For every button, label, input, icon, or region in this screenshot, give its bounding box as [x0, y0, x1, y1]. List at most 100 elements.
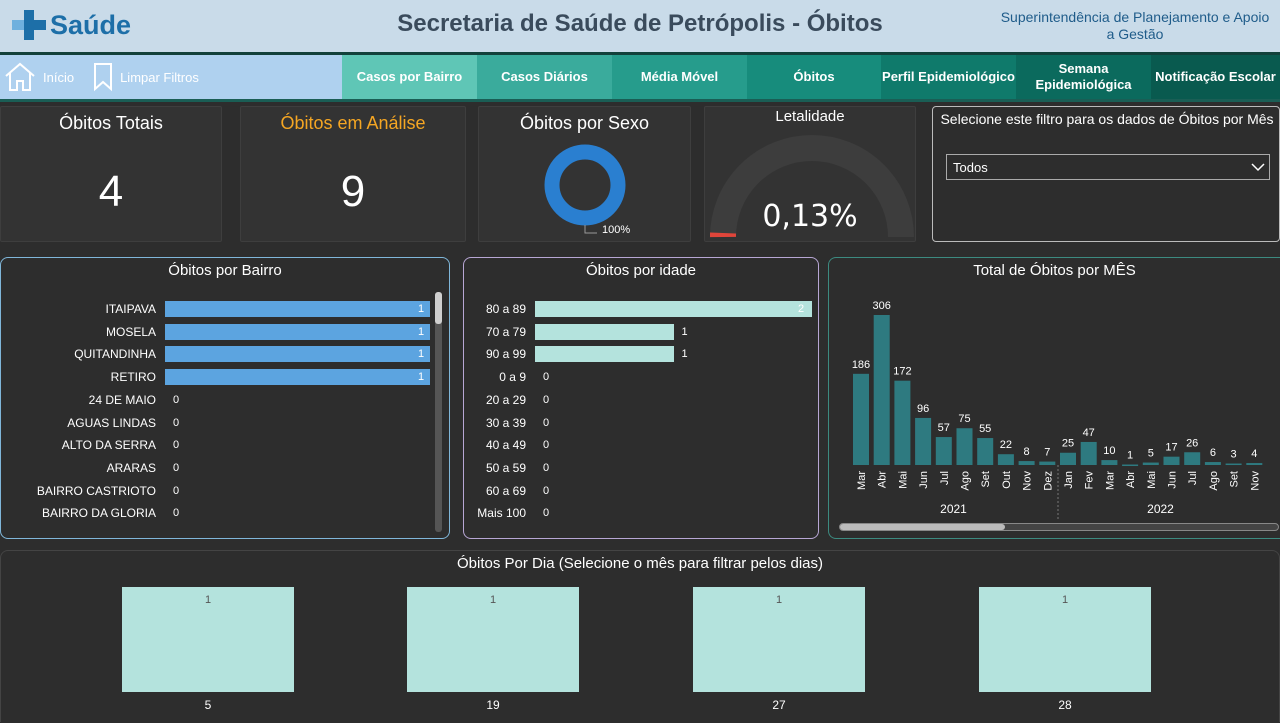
tab-7[interactable]: Notificação Escolar: [1151, 55, 1280, 99]
day-bar[interactable]: [122, 587, 294, 692]
month-bar[interactable]: [1018, 461, 1035, 465]
bairro-label: RETIRO: [110, 370, 156, 385]
bairro-scrollbar[interactable]: [435, 292, 442, 532]
month-scroll-thumb[interactable]: [840, 524, 1005, 530]
bairro-row[interactable]: RETIRO 1: [1, 368, 441, 386]
age-row[interactable]: 60 a 69 0: [464, 482, 820, 500]
month-scrollbar[interactable]: [839, 523, 1279, 531]
age-label: 0 a 9: [499, 370, 526, 385]
sex-donut-title: Óbitos por Sexo: [519, 113, 650, 133]
age-row[interactable]: 20 a 29 0: [464, 391, 820, 409]
tab-1[interactable]: Casos por Bairro: [342, 55, 477, 99]
bairro-label: 24 DE MAIO: [88, 392, 156, 407]
bairro-row[interactable]: AGUAS LINDAS 0: [1, 414, 441, 432]
month-bar[interactable]: [1204, 462, 1221, 465]
day-value-label: 1: [205, 594, 211, 606]
kpi-total-title: Óbitos Totais: [59, 113, 163, 133]
bairro-bar[interactable]: [165, 301, 430, 317]
age-row[interactable]: 40 a 49 0: [464, 436, 820, 454]
age-row[interactable]: 80 a 89 2: [464, 300, 820, 318]
tab-6[interactable]: Semana Epidemiológica: [1016, 55, 1151, 99]
age-value: 0: [543, 393, 550, 406]
day-bar[interactable]: [693, 587, 865, 692]
month-bar[interactable]: [1101, 460, 1118, 465]
age-value: 0: [543, 439, 550, 452]
bairro-row[interactable]: 24 DE MAIO 0: [1, 391, 441, 409]
month-tick-label: Jul: [939, 471, 951, 485]
month-bar[interactable]: [1060, 452, 1076, 465]
month-bar[interactable]: [1163, 456, 1180, 465]
month-bar[interactable]: [956, 428, 973, 465]
age-row[interactable]: Mais 100 0: [464, 504, 820, 522]
month-bar[interactable]: [1184, 452, 1201, 465]
month-chart-panel: Total de Óbitos por MÊS 186 Mar 306 Abr 172 M…: [828, 257, 1280, 539]
bairro-row[interactable]: BAIRRO CASTRIOTO 0: [1, 482, 441, 500]
age-bar[interactable]: [535, 301, 812, 317]
month-tick-label: Jul: [1187, 471, 1199, 485]
month-bar[interactable]: [977, 438, 994, 465]
month-bar[interactable]: [915, 417, 932, 465]
home-icon[interactable]: [3, 61, 37, 93]
age-bar[interactable]: [535, 323, 674, 340]
lethality-value: 0,13%: [762, 199, 858, 234]
month-value-label: 57: [938, 422, 950, 434]
age-row[interactable]: 70 a 79 1: [464, 323, 820, 341]
bairro-scroll-thumb[interactable]: [435, 292, 442, 324]
kpi-total-value: 4: [98, 167, 124, 216]
month-bar[interactable]: [853, 373, 869, 465]
bairro-bar[interactable]: [165, 323, 430, 340]
bairro-row[interactable]: ALTO DA SERRA 0: [1, 436, 441, 454]
tab-3[interactable]: Média Móvel: [612, 55, 747, 99]
chevron-down-icon: [1251, 163, 1265, 172]
month-filter-dropdown[interactable]: Todos: [946, 154, 1270, 180]
bairro-bar[interactable]: [165, 369, 430, 386]
home-link[interactable]: Início: [43, 69, 75, 85]
age-bar[interactable]: [535, 346, 674, 363]
month-bar[interactable]: [1080, 441, 1097, 465]
bairro-row[interactable]: MOSELA 1: [1, 323, 441, 341]
day-bar[interactable]: [979, 587, 1151, 692]
lethality-gauge[interactable]: [709, 133, 915, 243]
day-chart[interactable]: 1 5 1 19 1 27 1 28: [1, 551, 1280, 723]
month-value-label: 22: [1000, 439, 1012, 451]
bairro-value: 1: [418, 348, 425, 361]
month-bar[interactable]: [894, 380, 911, 465]
age-row[interactable]: 0 a 9 0: [464, 368, 820, 386]
day-bar[interactable]: [407, 587, 579, 692]
month-bar[interactable]: [997, 454, 1014, 465]
age-label: 20 a 29: [485, 392, 526, 407]
month-bar[interactable]: [1142, 462, 1159, 465]
tab-4[interactable]: Óbitos: [747, 55, 881, 99]
month-bar[interactable]: [1122, 464, 1139, 467]
month-tick-label: Jun: [918, 471, 930, 489]
sex-donut-chart[interactable]: [539, 143, 639, 243]
tab-5[interactable]: Perfil Epidemiológico: [881, 55, 1016, 99]
age-row[interactable]: 50 a 59 0: [464, 459, 820, 477]
month-value-label: 47: [1083, 427, 1095, 439]
clear-filters-button[interactable]: Limpar Filtros: [120, 69, 199, 85]
month-bar[interactable]: [1039, 461, 1056, 465]
month-chart[interactable]: 186Mar306Abr172Mai96Jun57Jul75Ago55Set22…: [829, 258, 1280, 540]
tab-2[interactable]: Casos Diários: [477, 55, 612, 99]
bookmark-icon[interactable]: [92, 62, 114, 92]
kpi-total-card: Óbitos Totais 4: [0, 106, 222, 242]
age-row[interactable]: 30 a 39 0: [464, 414, 820, 432]
month-value-label: 8: [1024, 446, 1030, 458]
age-value: 0: [543, 416, 550, 429]
month-tick-label: Mai: [1146, 471, 1158, 489]
age-row[interactable]: 90 a 99 1: [464, 345, 820, 363]
bairro-row[interactable]: ARARAS 0: [1, 459, 441, 477]
month-bar[interactable]: [1225, 463, 1242, 466]
month-filter-value: Todos: [953, 160, 988, 175]
bairro-row[interactable]: BAIRRO DA GLORIA 0: [1, 504, 441, 522]
age-label: 70 a 79: [485, 324, 526, 339]
month-bar[interactable]: [1246, 463, 1263, 465]
bairro-row[interactable]: ITAIPAVA 1: [1, 300, 441, 318]
bairro-bar[interactable]: [165, 346, 430, 363]
month-tick-label: Jun: [1167, 471, 1179, 489]
bairro-row[interactable]: QUITANDINHA 1: [1, 345, 441, 363]
month-bar[interactable]: [935, 437, 952, 465]
lethality-title: Letalidade: [775, 108, 845, 125]
month-bar[interactable]: [873, 315, 890, 465]
logo-text: Saúde: [50, 9, 132, 40]
